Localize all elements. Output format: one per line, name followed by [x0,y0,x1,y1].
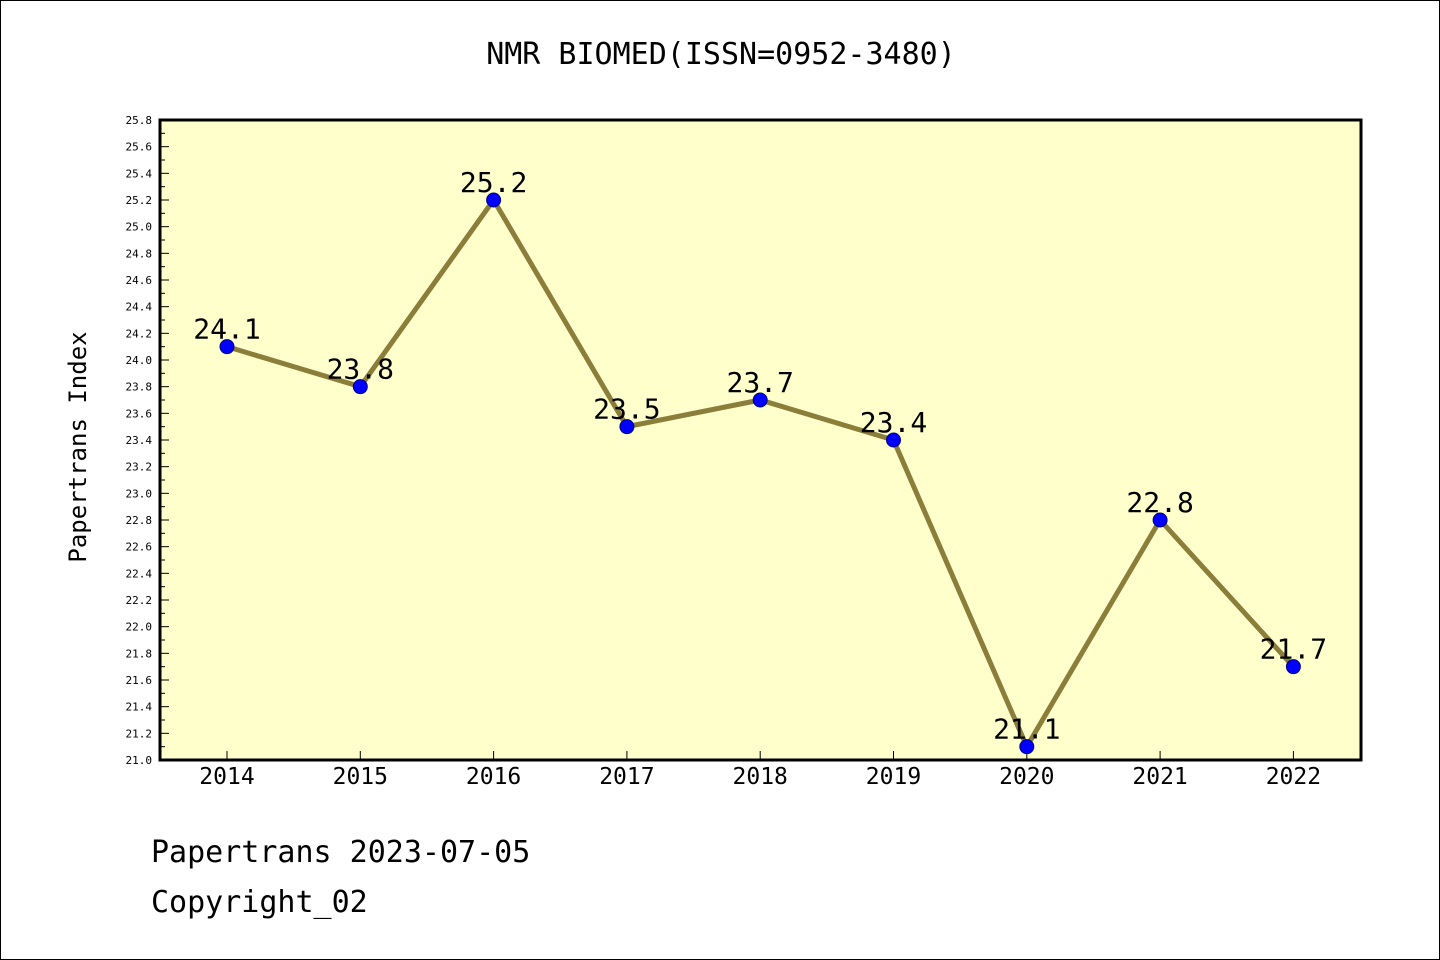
data-point [1152,512,1168,528]
data-label: 21.1 [993,713,1060,746]
data-label: 23.4 [860,406,927,439]
data-label: 23.5 [593,393,660,426]
data-point [352,379,368,395]
y-tick-label: 25.8 [126,114,153,127]
x-axis: 2014 2015 2016 2017 2018 2019 2020 2021 2022 [199,751,1321,790]
y-tick-label: 24.6 [126,274,153,287]
x-tick-label: 2016 [466,764,521,790]
data-point [1285,659,1301,675]
y-tick-label: 23.6 [126,407,153,420]
plot-border [158,118,1363,762]
chart-title: NMR BIOMED(ISSN=0952-3480) [486,37,956,72]
data-point [886,432,901,448]
data-point [486,192,502,208]
data-labels: 24.1 23.8 25.2 23.5 23.7 23.4 21.1 22.8 21.7 [193,166,1327,746]
series-markers [219,192,1301,755]
y-tick-label: 23.2 [126,461,153,474]
y-tick-label: 22.2 [126,594,153,607]
y-tick-label: 21.4 [126,701,153,714]
x-tick-label: 2015 [333,764,388,790]
y-tick-label: 21.0 [126,754,153,767]
y-tick-label: 24.4 [126,301,153,314]
data-label: 23.7 [726,366,793,399]
x-tick-label: 2018 [733,764,788,790]
x-tick-label: 2017 [599,764,654,790]
y-tick-label: 22.6 [126,541,153,554]
y-tick-label: 25.6 [126,141,153,154]
y-tick-label: 24.2 [126,327,153,340]
y-tick-label: 25.2 [126,194,153,207]
data-point [219,339,235,355]
footer-date: Papertrans 2023-07-05 [151,835,531,870]
x-tick-label: 2020 [999,764,1054,790]
data-label: 22.8 [1126,486,1193,519]
y-axis: 21.0 21.2 21.4 21.6 21.8 22.0 22.2 22.4 22.6 22.8… [126,114,169,767]
y-tick-label: 25.4 [126,167,153,180]
data-label: 23.8 [327,353,394,386]
y-tick-label: 25.0 [126,221,153,234]
footer-copyright: Copyright_02 [151,885,368,920]
y-tick-label: 21.8 [126,647,153,660]
y-tick-label: 24.0 [126,354,153,367]
y-tick-label: 24.8 [126,247,153,260]
plot-area [160,120,1361,760]
y-tick-label: 22.8 [126,514,153,527]
x-tick-label: 2021 [1132,764,1187,790]
y-tick-label: 21.2 [126,727,153,740]
data-label: 21.7 [1260,633,1327,666]
data-point [1019,739,1035,755]
data-point [752,392,768,408]
data-point [619,419,635,435]
y-tick-label: 23.4 [126,434,153,447]
y-tick-label: 23.0 [126,487,153,500]
y-tick-label: 23.8 [126,381,153,394]
data-label: 24.1 [193,313,260,346]
x-tick-label: 2022 [1266,764,1321,790]
data-label: 25.2 [460,166,527,199]
y-tick-label: 22.4 [126,567,153,580]
x-tick-label: 2014 [199,764,254,790]
y-tick-label: 22.0 [126,621,153,634]
y-tick-label: 21.6 [126,674,153,687]
x-tick-label: 2019 [866,764,921,790]
